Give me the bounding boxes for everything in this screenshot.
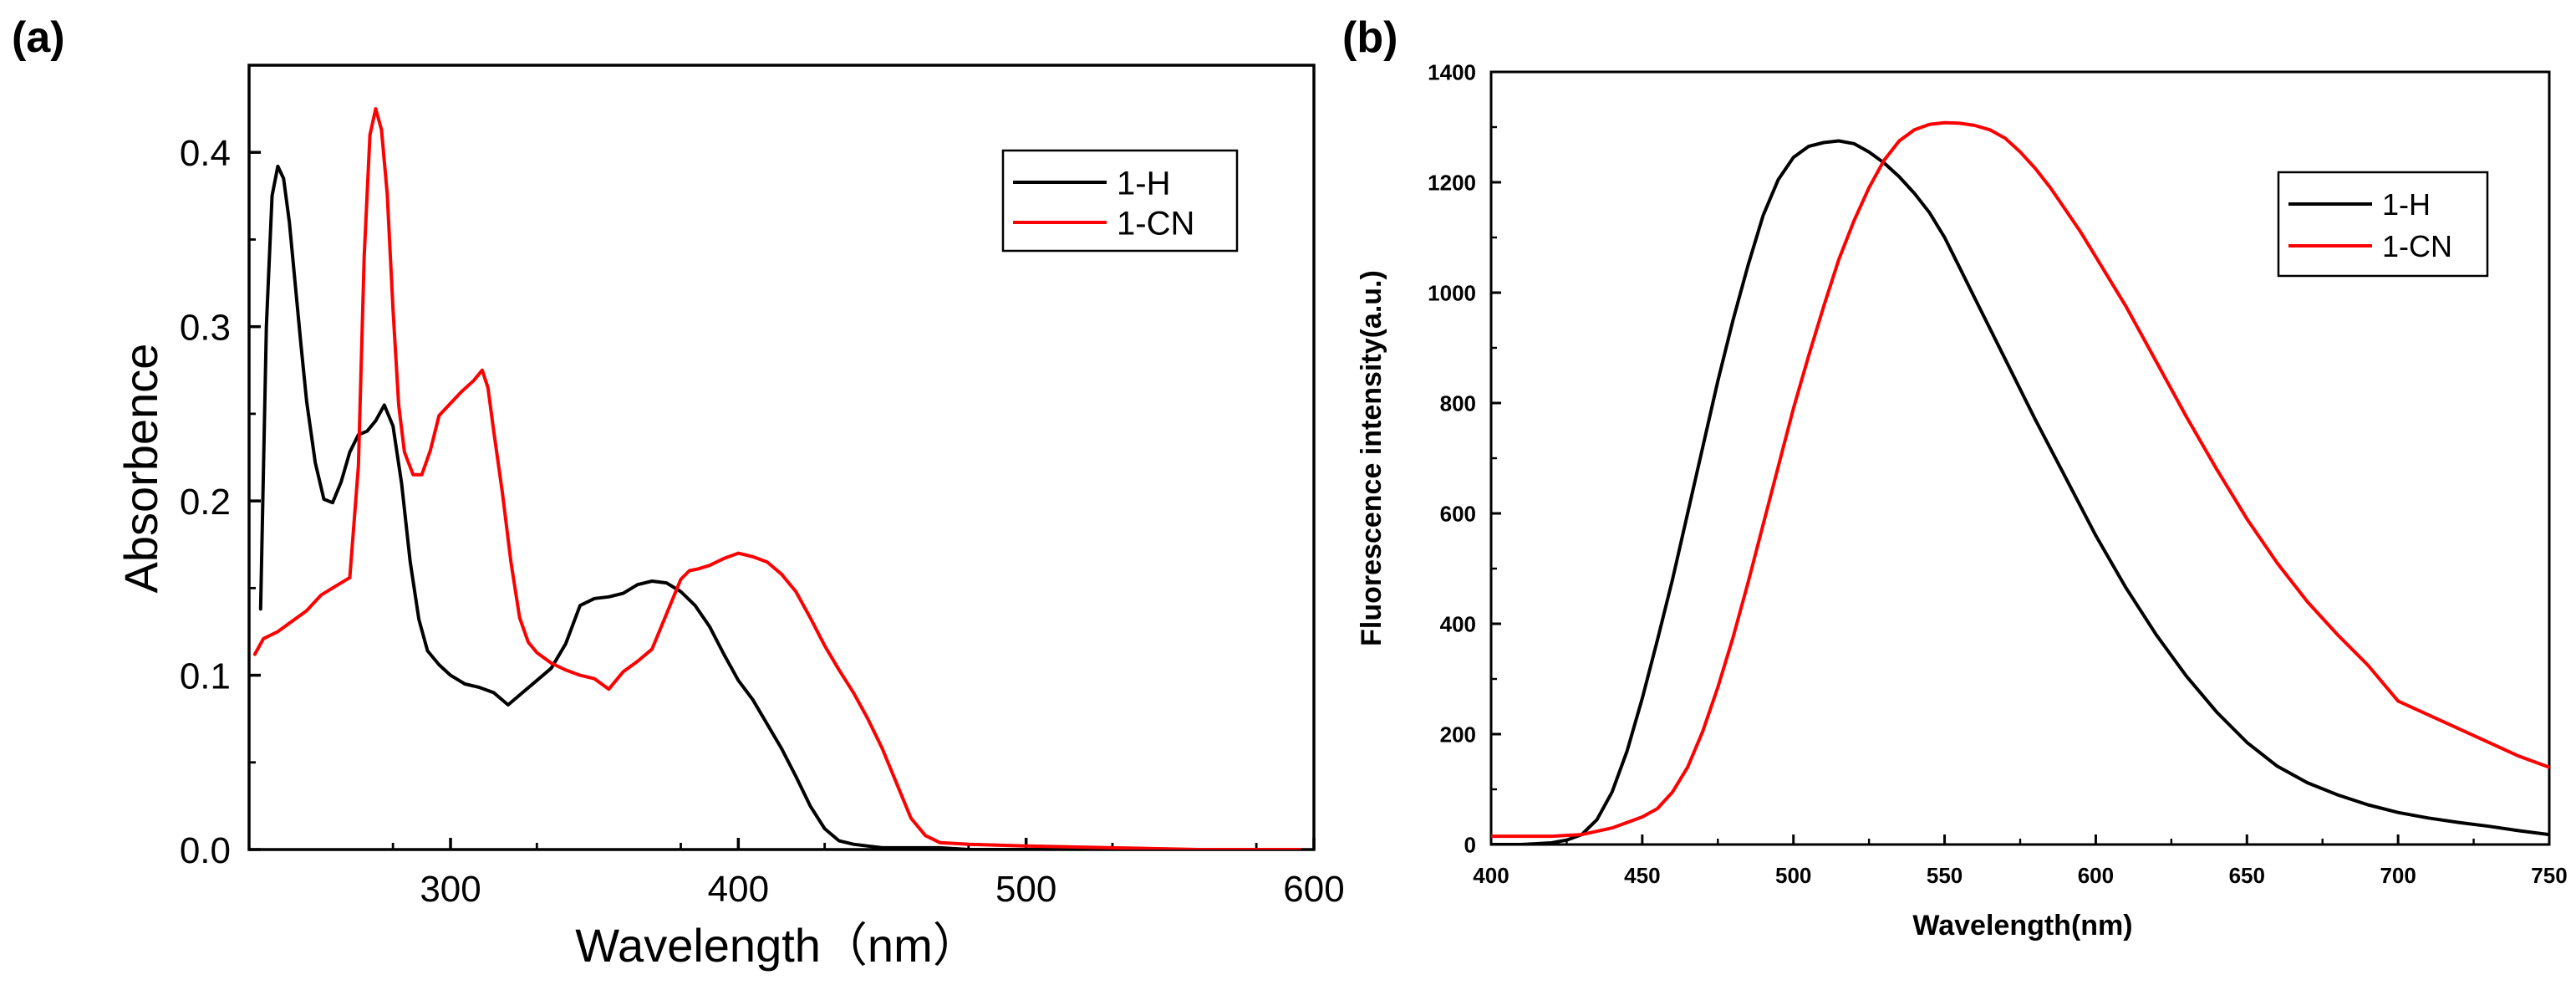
y-tick-label: 600 — [1440, 501, 1476, 526]
y-axis-label: Absorbence — [115, 344, 167, 594]
x-tick-label: 600 — [2078, 863, 2114, 888]
legend-box — [2277, 171, 2489, 278]
x-tick-label: 700 — [2380, 863, 2416, 888]
y-tick-label: 0.0 — [180, 830, 231, 871]
legend-label: 1-CN — [1117, 205, 1194, 242]
x-tick-label: 550 — [1927, 863, 1963, 888]
legend: 1-H 1-CN — [2277, 171, 2489, 278]
plot-frame — [247, 64, 1316, 851]
y-tick-label: 1400 — [1428, 59, 1476, 84]
y-axis-label: Fluorescence intensity(a.u.) — [1356, 270, 1387, 646]
x-tick-label: 600 — [1283, 869, 1344, 910]
series-line-1-h — [1491, 139, 2549, 845]
y-tick-label: 200 — [1440, 722, 1476, 747]
legend-label: 1-H — [1117, 165, 1170, 202]
x-tick-label: 450 — [1624, 863, 1660, 888]
y-tick-label: 0 — [1464, 832, 1476, 857]
series-line-1-cn — [1491, 120, 2549, 839]
x-axis-label: Wavelength（nm） — [575, 919, 979, 972]
panel-label: (a) — [12, 13, 65, 62]
x-tick-label: 300 — [420, 869, 481, 910]
x-tick-label: 650 — [2229, 863, 2265, 888]
y-tick-label: 0.4 — [180, 133, 231, 174]
x-axis-label: Wavelength(nm) — [1912, 910, 2132, 942]
y-tick-label: 1200 — [1428, 170, 1476, 195]
y-tick-label: 0.2 — [180, 482, 231, 523]
legend-box — [1001, 149, 1239, 253]
y-tick-label: 0.3 — [180, 308, 231, 349]
chart-panel-b: 400 450 500 550 600 650 700 750 0 200 400 600 800 100… — [1342, 13, 2568, 942]
x-tick-label: 750 — [2531, 863, 2567, 888]
x-tick-label: 400 — [708, 869, 769, 910]
x-tick-label: 400 — [1473, 863, 1509, 888]
y-tick-label: 400 — [1440, 611, 1476, 636]
series-line-1-cn — [252, 107, 1301, 850]
series-line-1-h — [258, 164, 1301, 850]
x-tick-label: 500 — [995, 869, 1056, 910]
chart-panel-a: 300 400 500 600 0.0 0.1 0.2 0.3 0.4 Wavelength（nm… — [12, 13, 1345, 972]
legend-label: 1-H — [2382, 187, 2431, 222]
legend: 1-H1-CN — [1001, 149, 1239, 253]
y-tick-label: 800 — [1440, 390, 1476, 416]
y-tick-label: 1000 — [1428, 280, 1476, 305]
legend-label: 1-CN — [2382, 229, 2452, 263]
x-tick-label: 500 — [1775, 863, 1811, 888]
y-tick-label: 0.1 — [180, 656, 231, 697]
panel-label: (b) — [1342, 13, 1397, 62]
